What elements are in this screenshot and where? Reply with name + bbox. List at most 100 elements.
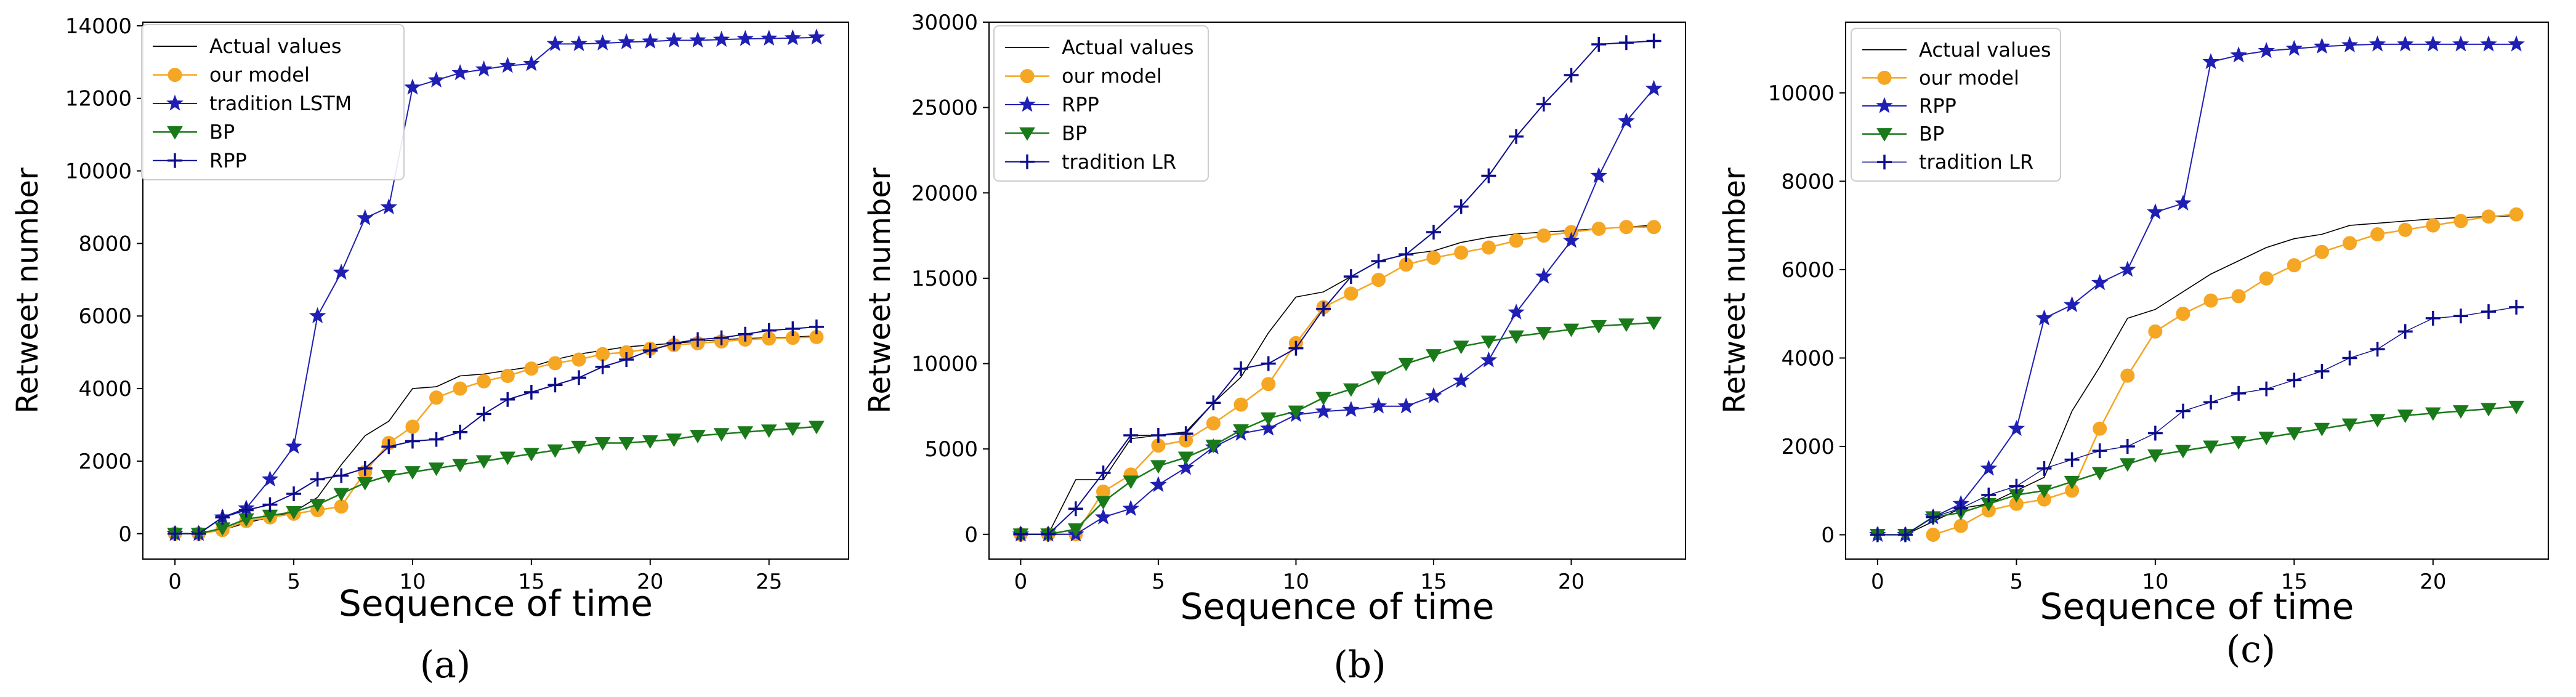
- data-point: [2036, 485, 2053, 499]
- data-point: [2341, 36, 2359, 52]
- x-tick-label: 25: [756, 570, 782, 594]
- data-point: [2258, 432, 2275, 446]
- legend-label: RPP: [1062, 93, 1099, 116]
- series-line: [1020, 40, 1654, 535]
- data-point: [429, 390, 444, 405]
- data-point: [1926, 528, 1940, 542]
- data-point: [1399, 247, 1414, 262]
- y-tick-label: 14000: [65, 14, 132, 39]
- series-rpp: [1012, 79, 1663, 542]
- data-point: [2147, 203, 2164, 220]
- legend-box: [1851, 28, 2061, 182]
- data-point: [475, 60, 493, 77]
- y-tick-label: 25000: [911, 96, 978, 121]
- data-point: [546, 34, 564, 52]
- data-point: [1536, 228, 1551, 243]
- data-point: [1618, 318, 1634, 332]
- data-point: [1315, 402, 1332, 419]
- data-point: [1645, 316, 1662, 331]
- data-point: [689, 31, 706, 48]
- legend-label: BP: [1919, 123, 1944, 146]
- y-tick-label: 10000: [65, 159, 132, 184]
- data-point: [785, 321, 801, 336]
- series-actual-values: [175, 335, 817, 534]
- legend-label: Actual values: [1062, 36, 1194, 59]
- data-point: [523, 448, 539, 462]
- y-tick-label: 15000: [911, 267, 978, 291]
- data-point: [2203, 440, 2219, 454]
- data-point: [334, 499, 349, 514]
- data-point: [808, 28, 825, 45]
- data-point: [2231, 436, 2247, 450]
- data-point: [499, 57, 517, 73]
- legend-marker: [166, 94, 184, 111]
- legend-label: tradition LR: [1062, 150, 1176, 174]
- data-point: [1591, 221, 1606, 236]
- data-point: [2259, 381, 2274, 397]
- legend: Actual values our model RPP BP tradition LR: [993, 25, 1209, 182]
- data-point: [2314, 363, 2330, 379]
- data-point: [547, 444, 563, 458]
- data-point: [1260, 412, 1277, 426]
- data-point: [785, 422, 801, 437]
- data-point: [1980, 459, 1997, 476]
- data-point: [761, 30, 778, 46]
- data-point: [2481, 209, 2496, 224]
- legend-marker: [1876, 97, 1893, 113]
- data-point: [2370, 342, 2385, 357]
- panel-caption: (a): [420, 643, 471, 687]
- data-point: [1563, 323, 1580, 337]
- data-point: [2453, 214, 2468, 228]
- data-point: [714, 330, 729, 345]
- data-point: [1646, 33, 1661, 49]
- data-point: [1453, 340, 1469, 355]
- y-axis-label: Retweet number: [10, 167, 45, 414]
- data-point: [1926, 509, 1941, 525]
- y-tick-label: 8000: [78, 232, 132, 256]
- data-point: [1013, 526, 1028, 542]
- data-point: [1067, 523, 1084, 537]
- legend-label: our model: [209, 63, 310, 87]
- data-point: [215, 510, 230, 525]
- data-point: [2174, 194, 2192, 211]
- data-point: [737, 30, 754, 46]
- data-point: [2147, 449, 2163, 463]
- data-point: [2175, 403, 2190, 419]
- data-point: [1343, 383, 1359, 397]
- data-point: [1452, 371, 1470, 388]
- series-line: [1020, 88, 1655, 535]
- data-point: [2258, 42, 2275, 58]
- data-point: [1590, 167, 1607, 183]
- data-point: [429, 432, 444, 447]
- data-point: [2035, 309, 2053, 326]
- data-point: [1591, 37, 1607, 52]
- data-point: [333, 488, 350, 502]
- data-point: [2231, 385, 2247, 401]
- data-point: [1480, 335, 1497, 349]
- data-point: [1206, 395, 1221, 411]
- data-point: [405, 466, 421, 480]
- data-point: [2287, 373, 2302, 388]
- data-point: [1426, 251, 1441, 265]
- data-point: [2064, 452, 2080, 467]
- legend-marker: [1877, 155, 1892, 170]
- data-point: [357, 209, 374, 225]
- data-point: [594, 437, 611, 451]
- y-axis-label: Retweet number: [863, 167, 897, 414]
- y-tick-label: 30000: [911, 10, 978, 35]
- data-point: [642, 32, 659, 49]
- data-point: [1535, 267, 1552, 284]
- data-point: [261, 470, 279, 487]
- data-point: [453, 424, 468, 440]
- data-point: [666, 433, 682, 447]
- x-tick-label: 15: [2281, 570, 2307, 594]
- data-point: [1647, 220, 1661, 235]
- x-tick-label: 20: [637, 570, 663, 594]
- y-tick-label: 0: [964, 523, 978, 547]
- data-point: [1426, 225, 1441, 240]
- legend-label: BP: [1062, 121, 1087, 145]
- y-tick-label: 4000: [78, 377, 132, 401]
- legend-marker: [1019, 95, 1036, 112]
- legend-label: our model: [1919, 66, 2019, 89]
- data-point: [2480, 35, 2497, 52]
